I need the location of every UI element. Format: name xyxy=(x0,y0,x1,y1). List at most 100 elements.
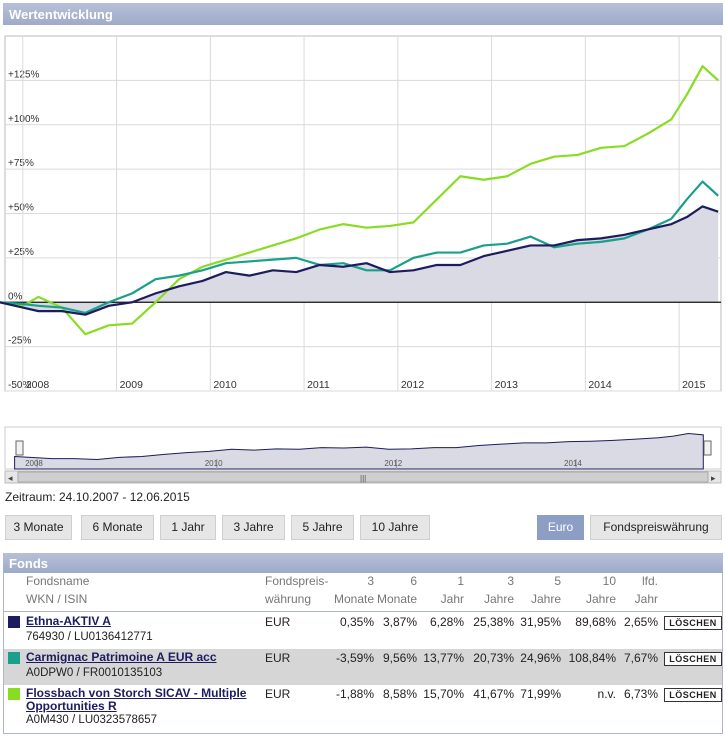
perf-1y: 6,28% xyxy=(429,615,464,629)
x-tick-label: 2009 xyxy=(120,379,144,391)
range-10-jahre-button[interactable]: 10 Jahre xyxy=(360,515,430,540)
delete-fund-button[interactable]: LÖSCHEN xyxy=(664,616,722,630)
col-5y-line2: Jahre xyxy=(530,592,561,606)
col-currency-line2: währung xyxy=(265,592,312,606)
perf-3m: 0,35% xyxy=(339,615,374,629)
perf-1y: 15,70% xyxy=(423,687,464,701)
y-tick-label: +75% xyxy=(8,158,34,169)
col-10y-line1: 10 xyxy=(602,574,616,588)
series-color-swatch xyxy=(8,616,20,628)
header-separator xyxy=(4,611,722,612)
col-3y-line2: Jahre xyxy=(483,592,514,606)
col-lfd-line1: lfd. xyxy=(641,574,658,588)
zeitraum-label: Zeitraum: 24.10.2007 - 12.06.2015 xyxy=(5,490,190,504)
perf-lfd: 6,73% xyxy=(623,687,658,701)
perf-1y: 13,77% xyxy=(423,651,464,665)
delete-fund-button[interactable]: LÖSCHEN xyxy=(664,688,722,702)
x-tick-label: 2010 xyxy=(213,379,237,391)
range-3-monate-button[interactable]: 3 Monate xyxy=(5,515,72,540)
table-row: Ethna-AKTIV A 764930 / LU0136412771 EUR … xyxy=(4,613,722,649)
navigator-series xyxy=(14,433,704,470)
navigator-handle[interactable] xyxy=(703,440,712,456)
col-3m-line2: Monate xyxy=(333,592,374,606)
series-line xyxy=(0,180,719,314)
fund-wkn: A0M430 / LU0323578657 xyxy=(26,714,158,726)
col-10y-line2: Jahre xyxy=(585,592,616,606)
perf-5y: 31,95% xyxy=(520,615,561,629)
fund-currency: EUR xyxy=(265,687,291,701)
perf-lfd: 7,67% xyxy=(623,651,658,665)
fund-wkn: 764930 / LU0136412771 xyxy=(26,631,153,643)
y-tick-label: -25% xyxy=(8,336,31,347)
col-6m-line1: 6 xyxy=(410,574,417,588)
perf-lfd: 2,65% xyxy=(623,615,658,629)
col-fondsname: Fondsname xyxy=(26,574,90,588)
range-5-jahre-button[interactable]: 5 Jahre xyxy=(291,515,354,540)
series-line xyxy=(0,205,719,316)
series-color-swatch xyxy=(8,688,20,700)
navigator-chart[interactable]: 2008 2010 2012 2014 ◂ ▸ ||| xyxy=(0,425,726,487)
scroll-right-arrow: ▸ xyxy=(711,473,716,483)
currency-fund-button[interactable]: Fondspreiswährung xyxy=(590,515,722,540)
perf-10y: n.v. xyxy=(597,687,616,701)
col-6m-line2: Monate xyxy=(376,592,417,606)
table-row: Carmignac Patrimoine A EUR acc A0DPW0 / … xyxy=(4,649,722,685)
perf-10y: 89,68% xyxy=(575,615,616,629)
fund-currency: EUR xyxy=(265,615,291,629)
series-line xyxy=(0,65,719,336)
series-area xyxy=(0,206,719,315)
fund-currency: EUR xyxy=(265,651,291,665)
perf-3m: -1,88% xyxy=(335,687,374,701)
currency-euro-button[interactable]: Euro xyxy=(537,515,584,540)
range-6-monate-button[interactable]: 6 Monate xyxy=(81,515,154,540)
perf-3y: 41,67% xyxy=(473,687,514,701)
x-tick-label: 2014 xyxy=(588,379,612,391)
fund-name-link[interactable]: Flossbach von Storch SICAV - Multiple Op… xyxy=(26,686,247,713)
perf-6m: 3,87% xyxy=(382,615,417,629)
navigator-tick-label: 2008 xyxy=(25,459,43,468)
perf-3y: 20,73% xyxy=(473,651,514,665)
delete-fund-button[interactable]: LÖSCHEN xyxy=(664,652,722,666)
navigator-scroll-thumb[interactable] xyxy=(17,471,709,483)
col-3m-line1: 3 xyxy=(367,574,374,588)
x-tick-label: 2015 xyxy=(682,379,706,391)
y-tick-label: +50% xyxy=(8,203,34,214)
navigator-tick-label: 2014 xyxy=(564,459,582,468)
scroll-left-arrow: ◂ xyxy=(8,473,13,483)
y-tick-label: +25% xyxy=(8,247,34,258)
range-1-jahr-button[interactable]: 1 Jahr xyxy=(160,515,216,540)
perf-6m: 9,56% xyxy=(382,651,417,665)
x-tick-label: 2011 xyxy=(307,379,330,391)
perf-6m: 8,58% xyxy=(382,687,417,701)
perf-3m: -3,59% xyxy=(335,651,374,665)
perf-3y: 25,38% xyxy=(473,615,514,629)
y-tick-label: +100% xyxy=(8,114,40,125)
fund-name-link[interactable]: Ethna-AKTIV A xyxy=(26,614,111,628)
x-tick-label: 2008 xyxy=(26,379,50,391)
x-tick-label: 2013 xyxy=(495,379,519,391)
navigator-tick-label: 2010 xyxy=(205,459,223,468)
wertentwicklung-header: Wertentwicklung xyxy=(3,3,723,25)
series-color-swatch xyxy=(8,652,20,664)
fonds-table: Fondsname WKN / ISIN Fondspreis- währung… xyxy=(3,572,723,734)
fund-name-link[interactable]: Carmignac Patrimoine A EUR acc xyxy=(26,650,217,664)
col-5y-line1: 5 xyxy=(554,574,561,588)
range-3-jahre-button[interactable]: 3 Jahre xyxy=(222,515,285,540)
scroll-grip: ||| xyxy=(360,474,366,483)
fonds-title: Fonds xyxy=(9,556,48,571)
perf-10y: 108,84% xyxy=(568,651,616,665)
navigator-tick-label: 2012 xyxy=(384,459,402,468)
col-3y-line1: 3 xyxy=(507,574,514,588)
wertentwicklung-title: Wertentwicklung xyxy=(9,7,113,22)
col-1y-line2: Jahr xyxy=(440,592,464,606)
table-row: Flossbach von Storch SICAV - Multiple Op… xyxy=(4,685,722,729)
perf-5y: 24,96% xyxy=(520,651,561,665)
col-1y-line1: 1 xyxy=(457,574,464,588)
y-tick-label: -50% xyxy=(8,380,31,391)
navigator-handle[interactable] xyxy=(15,440,24,456)
fonds-header: Fonds xyxy=(3,553,723,573)
fund-wkn: A0DPW0 / FR0010135103 xyxy=(26,667,163,679)
perf-5y: 71,99% xyxy=(520,687,561,701)
col-wkn-isin: WKN / ISIN xyxy=(26,592,88,606)
col-lfd-line2: Jahr xyxy=(634,592,658,606)
